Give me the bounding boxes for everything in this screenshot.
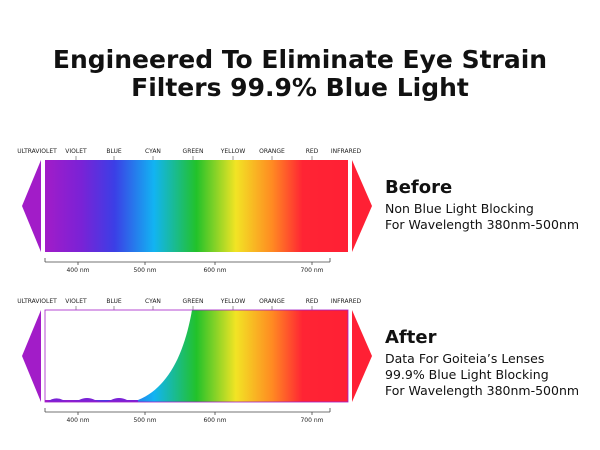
left-arrow — [22, 310, 41, 402]
title-line: Filters 99.9% Blue Light — [131, 73, 469, 102]
panel-heading: Before — [385, 177, 452, 198]
wavelength-label: 700 nm — [300, 267, 323, 274]
spectrum-label: INFRARED — [331, 148, 362, 155]
blocked-area — [45, 310, 192, 400]
wavelength-label: 600 nm — [203, 267, 226, 274]
wavelength-label: 500 nm — [133, 417, 156, 424]
spectrum-label: ULTRAVIOLET — [17, 298, 57, 305]
spectrum-label: BLUE — [106, 298, 122, 305]
spectrum-label: GREEN — [183, 298, 204, 305]
panel-text: For Wavelength 380nm-500nm — [385, 383, 579, 398]
spectrum — [45, 160, 348, 252]
spectrum-label: ULTRAVIOLET — [17, 148, 57, 155]
wavelength-label: 400 nm — [66, 417, 89, 424]
right-arrow — [352, 310, 372, 402]
panel-text: Non Blue Light Blocking — [385, 201, 534, 216]
title-line: Engineered To Eliminate Eye Strain — [53, 45, 547, 74]
spectrum-label: ORANGE — [259, 298, 285, 305]
spectrum-label: RED — [306, 148, 319, 155]
spectrum-label: INFRARED — [331, 298, 362, 305]
wavelength-label: 500 nm — [133, 267, 156, 274]
right-arrow — [352, 160, 372, 252]
left-arrow — [22, 160, 41, 252]
spectrum-border — [44, 309, 349, 403]
residual-wave — [47, 398, 138, 402]
panel-heading: After — [385, 327, 437, 348]
wavelength-label: 400 nm — [66, 267, 89, 274]
spectrum-label: VIOLET — [65, 148, 87, 155]
spectrum-label: BLUE — [106, 148, 122, 155]
wavelength-label: 600 nm — [203, 417, 226, 424]
spectrum-label: YELLOW — [220, 298, 246, 305]
wavelength-label: 700 nm — [300, 417, 323, 424]
panel-text: Data For Goiteia’s Lenses — [385, 351, 544, 366]
spectrum-label: CYAN — [145, 298, 161, 305]
panels: ULTRAVIOLET VIOLET BLUE CYAN GREEN YELLOW ORAN… — [17, 148, 579, 424]
spectrum-label: CYAN — [145, 148, 161, 155]
spectrum-label: YELLOW — [220, 148, 246, 155]
spectrum-label: VIOLET — [65, 298, 87, 305]
panel-text: For Wavelength 380nm-500nm — [385, 217, 579, 232]
panel-text: 99.9% Blue Light Blocking — [385, 367, 549, 382]
spectrum-label: RED — [306, 298, 319, 305]
spectrum-label: ORANGE — [259, 148, 285, 155]
spectrum-label: GREEN — [183, 148, 204, 155]
